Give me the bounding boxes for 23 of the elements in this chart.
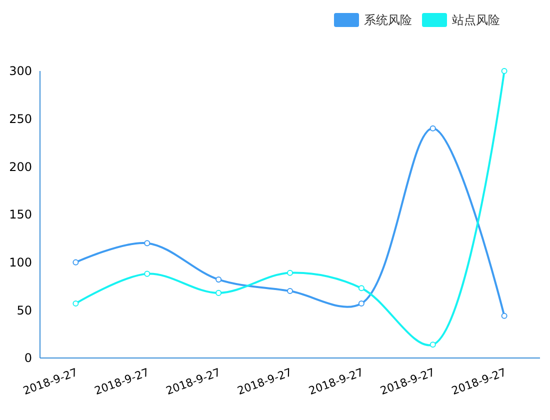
point [430,342,436,348]
y-tick-label: 100 [9,256,32,270]
y-tick-label: 250 [9,112,32,126]
point [216,290,222,296]
y-tick-label: 50 [16,303,32,318]
y-tick-label: 150 [9,208,32,222]
point [286,288,294,294]
y-tick-label: 200 [9,160,32,174]
point [72,300,79,306]
point [144,240,150,246]
y-tick-label: 300 [9,64,32,78]
point [501,68,508,74]
point [72,259,79,266]
point [430,125,436,132]
point [358,285,364,292]
point [144,270,150,277]
point [501,312,508,319]
point [286,270,294,276]
legend-label: 系统风险 [364,13,412,28]
legend-label: 站点风险 [452,13,500,28]
point [216,276,222,283]
y-tick-label: 0 [24,351,32,366]
point [358,300,364,306]
